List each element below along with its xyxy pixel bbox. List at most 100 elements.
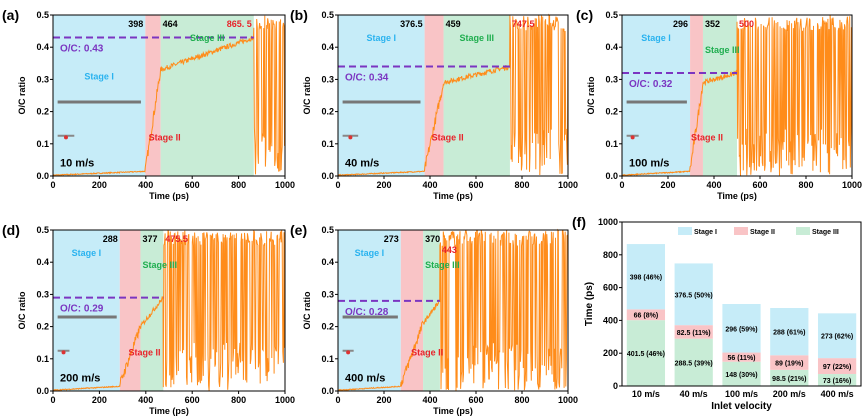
x-tick-label: 0 bbox=[335, 395, 340, 405]
x-tick-label: 200 bbox=[92, 395, 107, 405]
stage-1-region bbox=[53, 230, 120, 391]
boundary-label-3: 500 bbox=[739, 19, 754, 29]
x-tick-label: 1000 bbox=[275, 180, 295, 190]
y-tick-label: 0.1 bbox=[36, 354, 49, 364]
y-tick-label: 0.5 bbox=[36, 225, 49, 235]
oc-value-label: O/C: 0.28 bbox=[345, 307, 389, 318]
x-tick-label: 200 bbox=[376, 180, 391, 190]
boundary-label-3: 443 bbox=[442, 245, 457, 255]
stage-3-region bbox=[702, 15, 737, 176]
stage-2-region bbox=[145, 15, 161, 176]
bar-data-label: 66 (8%) bbox=[634, 313, 659, 320]
bar-data-label: 73 (16%) bbox=[823, 378, 851, 385]
panel-letter: (e) bbox=[290, 222, 307, 238]
x-tick-label: 800 bbox=[798, 180, 813, 190]
y-tick-label: 0.1 bbox=[321, 354, 334, 364]
x-tick-label: 800 bbox=[231, 395, 246, 405]
y-tick-label: 0.2 bbox=[36, 322, 49, 332]
plot-frame bbox=[337, 14, 569, 177]
x-tick-label: 1000 bbox=[842, 180, 862, 190]
x-tick-label: 200 bbox=[376, 395, 391, 405]
stage-2-label: Stage II bbox=[691, 133, 723, 143]
bar-data-label: 89 (19%) bbox=[775, 361, 803, 368]
boundary-label-2: 464 bbox=[163, 19, 178, 29]
bar-stage-i bbox=[722, 304, 761, 353]
stage-3-region bbox=[443, 15, 510, 176]
y-tick-label: 0.0 bbox=[36, 386, 49, 396]
boundary-label-1: 273 bbox=[384, 234, 399, 244]
oc-value-label: O/C: 0.32 bbox=[629, 79, 673, 90]
x-tick-label: 1000 bbox=[275, 395, 295, 405]
bar-stage-ii bbox=[674, 325, 713, 339]
plot-frame bbox=[621, 14, 853, 177]
x-tick-label: 600 bbox=[185, 395, 200, 405]
bar-stage-iii bbox=[722, 361, 761, 386]
stage-1-label: Stage I bbox=[84, 71, 114, 81]
boundary-label-1: 376.5 bbox=[400, 19, 423, 29]
bar-data-label: 98.5 (21%) bbox=[772, 376, 806, 383]
bar-data-label: 82.5 (11%) bbox=[677, 330, 711, 337]
y-tick-label: 0.4 bbox=[321, 42, 334, 52]
x-tick-label: 0 bbox=[619, 180, 624, 190]
y-tick-label: 0.2 bbox=[605, 107, 618, 117]
stage-3-label: Stage III bbox=[142, 260, 177, 270]
stage-2-label: Stage II bbox=[128, 348, 160, 358]
x-tick-label: 800 bbox=[514, 395, 529, 405]
y-tick-label: 400 bbox=[603, 315, 618, 325]
y-tick-label: 0.3 bbox=[321, 289, 334, 299]
x-tick-label: 200 bbox=[92, 180, 107, 190]
boundary-label-2: 370 bbox=[425, 234, 440, 244]
stage-2-region bbox=[119, 230, 141, 391]
x-axis-label: Time (ps) bbox=[433, 406, 473, 416]
bar-stage-i bbox=[674, 263, 713, 326]
bar-data-label: 288 (61%) bbox=[773, 330, 805, 337]
stage-1-region bbox=[622, 15, 691, 176]
oc-ratio-curve bbox=[52, 229, 285, 392]
velocity-label: 10 m/s bbox=[60, 157, 94, 169]
bar-data-label: 56 (11%) bbox=[727, 355, 755, 362]
x-tick-label: 600 bbox=[468, 180, 483, 190]
y-tick-label: 0.2 bbox=[36, 107, 49, 117]
line-panel-3: 0.0 0.1 0.2 0.3 0.4 0.5 0 200 400 600 800 1000 Time … bbox=[2, 222, 295, 416]
stage-1-region bbox=[338, 230, 401, 391]
x-tick-label: 400 bbox=[706, 180, 721, 190]
velocity-label: 400 m/s bbox=[345, 372, 385, 384]
boundary-label-1: 296 bbox=[673, 19, 688, 29]
plot-frame bbox=[52, 229, 286, 392]
y-axis-label: O/C ratio bbox=[302, 291, 312, 330]
x-tick-label: 400 bbox=[422, 395, 437, 405]
x-tick-label: 1000 bbox=[558, 395, 578, 405]
x-tick-label: 40 m/s bbox=[680, 389, 708, 399]
y-axis-label: O/C ratio bbox=[586, 76, 596, 115]
bar-data-label: 296 (59%) bbox=[725, 326, 757, 333]
oc-value-label: O/C: 0.43 bbox=[60, 44, 104, 55]
y-tick-label: 0.0 bbox=[36, 171, 49, 181]
legend-swatch bbox=[678, 227, 692, 235]
stage-2-region bbox=[400, 230, 424, 391]
molecule-snapshot bbox=[630, 135, 635, 140]
x-axis-label: Inlet velocity bbox=[711, 401, 772, 412]
y-tick-label: 0.1 bbox=[36, 139, 49, 149]
legend-label: Stage III bbox=[812, 229, 839, 236]
oc-value-label: O/C: 0.34 bbox=[345, 73, 389, 84]
stage-1-label: Stage I bbox=[641, 33, 671, 43]
x-axis-label: Time (ps) bbox=[149, 406, 189, 416]
y-tick-label: 600 bbox=[603, 283, 618, 293]
bar-stage-iii bbox=[674, 338, 713, 386]
molecule-snapshot bbox=[346, 350, 351, 355]
stage-2-label: Stage II bbox=[432, 133, 464, 143]
x-tick-label: 800 bbox=[514, 180, 529, 190]
velocity-label: 200 m/s bbox=[60, 372, 100, 384]
molecule-snapshot bbox=[348, 135, 353, 140]
line-panel-1: 0.0 0.1 0.2 0.3 0.4 0.5 0 200 400 600 800 1000 Time … bbox=[290, 7, 578, 201]
oc-value-label: O/C: 0.29 bbox=[60, 304, 104, 315]
line-panel-2: 0.0 0.1 0.2 0.3 0.4 0.5 0 200 400 600 800 1000 Time … bbox=[576, 7, 862, 201]
stage-2-region bbox=[424, 15, 444, 176]
boundary-label-1: 398 bbox=[128, 19, 143, 29]
x-tick-label: 400 bbox=[138, 180, 153, 190]
plot-frame bbox=[52, 14, 286, 177]
boundary-label-3: 747.5 bbox=[512, 19, 535, 29]
legend-swatch bbox=[734, 227, 748, 235]
y-tick-label: 0.5 bbox=[321, 225, 334, 235]
